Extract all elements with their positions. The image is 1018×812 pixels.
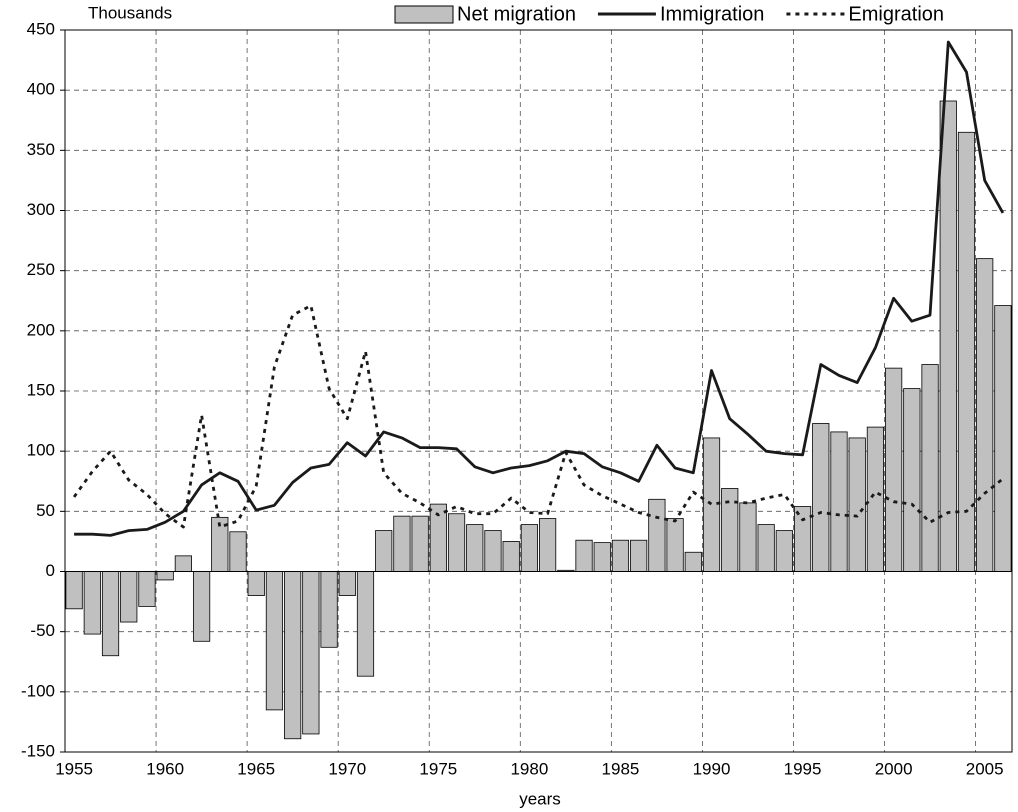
bar [939,100,957,572]
y-tick-label: 50 [36,501,55,520]
bar [520,524,538,572]
y-axis-label: Thousands [88,3,172,22]
bar [247,571,265,596]
y-tick-label: 300 [27,200,55,219]
bar [575,539,593,572]
bar [83,571,101,635]
y-tick-label: 150 [27,380,55,399]
bar [684,551,702,572]
bar [356,571,375,677]
bar [393,515,411,572]
y-tick-label: 250 [27,260,55,279]
bar [411,515,429,572]
x-tick-label: 2000 [875,759,913,778]
x-tick-label: 1975 [419,759,457,778]
y-tick-label: 100 [27,441,55,460]
legend-label: Immigration [660,3,764,25]
bar [338,571,356,596]
bar [757,524,775,572]
bar [648,498,666,572]
x-tick-label: 1970 [328,759,366,778]
y-tick-label: -150 [21,741,55,760]
bar [593,542,611,572]
bar [65,571,83,610]
y-tick-label: -100 [21,681,55,700]
bar [101,571,120,657]
bar [611,539,630,572]
legend-label: Net migration [457,3,576,25]
x-axis-label: years [519,789,561,808]
bar [466,524,484,572]
bar [375,530,393,572]
plot-frame [64,29,1013,753]
bar [739,502,757,572]
x-tick-label: 1985 [602,759,640,778]
bar [229,531,247,572]
bar [302,571,320,735]
bar [447,513,466,572]
x-tick-label: 1965 [237,759,275,778]
y-tick-label: 200 [27,320,55,339]
bar [192,571,211,642]
bar [994,305,1012,572]
bar [793,506,812,572]
bar [666,518,684,572]
x-tick-label: 1995 [784,759,822,778]
bar [320,571,338,648]
bar [630,539,648,572]
bar [848,437,866,572]
bar [976,258,994,572]
y-tick-label: 400 [27,80,55,99]
x-tick-label: 1955 [55,759,93,778]
bar [174,555,192,572]
bar [775,530,793,572]
bar [885,367,903,572]
x-tick-label: 2005 [966,759,1004,778]
line [72,304,1004,529]
legend-swatch [394,5,454,24]
bar [921,364,939,572]
x-tick-label: 1990 [693,759,731,778]
bar [539,518,557,572]
x-tick-label: 1980 [510,759,548,778]
y-tick-label: -50 [30,621,55,640]
bar [484,530,502,572]
bar [156,571,174,581]
line [74,40,1005,537]
bar [812,423,830,572]
bar [903,388,921,572]
bar [265,571,284,711]
bar [120,571,138,623]
bar [866,426,885,572]
y-tick-label: 450 [27,19,55,38]
x-tick-label: 1960 [146,759,184,778]
bar [284,571,302,740]
bar [502,541,520,572]
bar [830,431,848,572]
bar [138,571,156,607]
y-tick-label: 0 [46,561,55,580]
legend-label: Emigration [848,3,944,25]
y-tick-label: 350 [27,140,55,159]
